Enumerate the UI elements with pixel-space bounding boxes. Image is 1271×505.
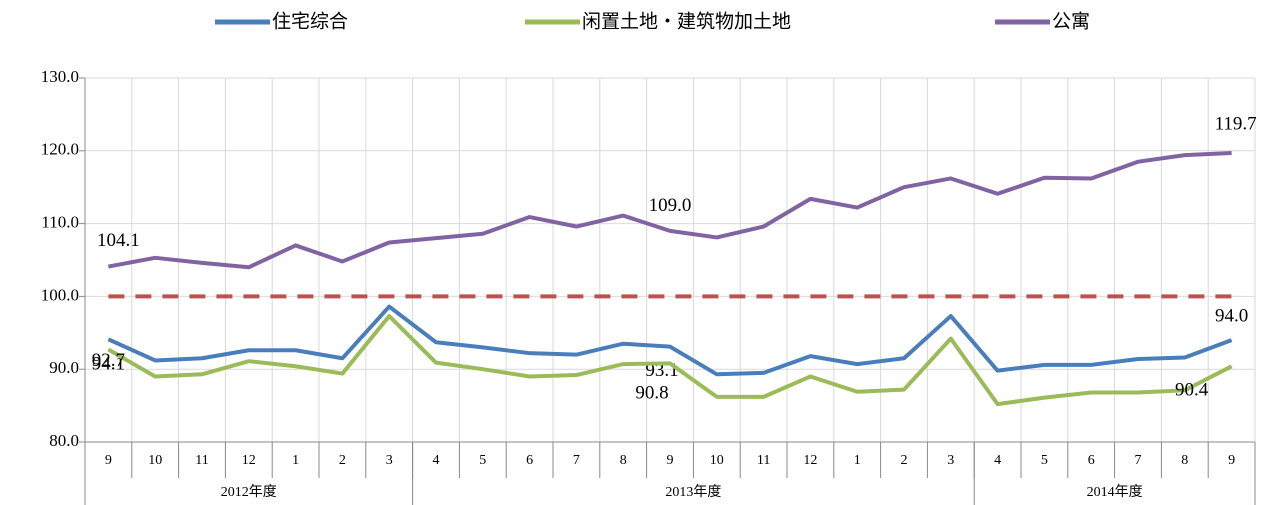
x-tick-label: 9 <box>667 453 674 468</box>
x-tick-label: 12 <box>803 453 817 468</box>
x-tick-label: 2 <box>339 453 346 468</box>
x-tick-label: 4 <box>433 453 440 468</box>
line <box>107 314 1233 407</box>
x-tick-label: 3 <box>386 453 393 468</box>
x-tick-label: 5 <box>479 453 486 468</box>
x-tick-label: 2 <box>901 453 908 468</box>
data-label: 92.7 <box>92 350 125 371</box>
x-tick-label: 7 <box>573 453 580 468</box>
y-tick-label: 110.0 <box>41 213 79 232</box>
x-tick-label: 6 <box>1088 453 1095 468</box>
group-label: 2014年度 <box>1087 484 1143 500</box>
y-tick-label: 80.0 <box>49 431 79 450</box>
y-tick-label: 100.0 <box>41 285 79 304</box>
x-tick-label: 8 <box>620 453 627 468</box>
x-tick-label: 9 <box>1228 453 1235 468</box>
x-tick-label: 5 <box>1041 453 1048 468</box>
x-tick-label: 1 <box>292 453 299 468</box>
x-tick-label: 12 <box>242 453 256 468</box>
data-label: 119.7 <box>1215 113 1257 134</box>
data-label: 104.1 <box>97 230 140 251</box>
data-label: 94.0 <box>1215 305 1248 326</box>
x-tick-label: 10 <box>148 453 162 468</box>
line <box>108 150 1232 270</box>
data-label: 94.1 <box>92 354 125 375</box>
data-label: 90.4 <box>1175 380 1209 401</box>
x-tick-label: 6 <box>526 453 533 468</box>
legend-label: 住宅综合 <box>272 11 348 33</box>
group-label: 2012年度 <box>221 484 277 500</box>
x-tick-label: 7 <box>1135 453 1142 468</box>
legend-label: 公寓 <box>1052 11 1090 33</box>
y-tick-label: 120.0 <box>41 140 79 159</box>
x-tick-label: 4 <box>994 453 1001 468</box>
data-label: 90.8 <box>635 383 668 404</box>
x-tick-label: 3 <box>947 453 954 468</box>
line <box>107 304 1233 377</box>
data-label: 109.0 <box>649 195 692 216</box>
x-tick-label: 9 <box>105 453 112 468</box>
x-tick-label: 8 <box>1181 453 1188 468</box>
group-label: 2013年度 <box>665 484 721 500</box>
x-tick-label: 11 <box>195 453 208 468</box>
x-tick-label: 10 <box>710 453 724 468</box>
y-tick-label: 90.0 <box>49 358 79 377</box>
legend-label: 闲置土地・建筑物加土地 <box>582 11 791 33</box>
x-tick-label: 1 <box>854 453 861 468</box>
x-tick-label: 11 <box>757 453 770 468</box>
y-tick-label: 130.0 <box>41 67 79 86</box>
